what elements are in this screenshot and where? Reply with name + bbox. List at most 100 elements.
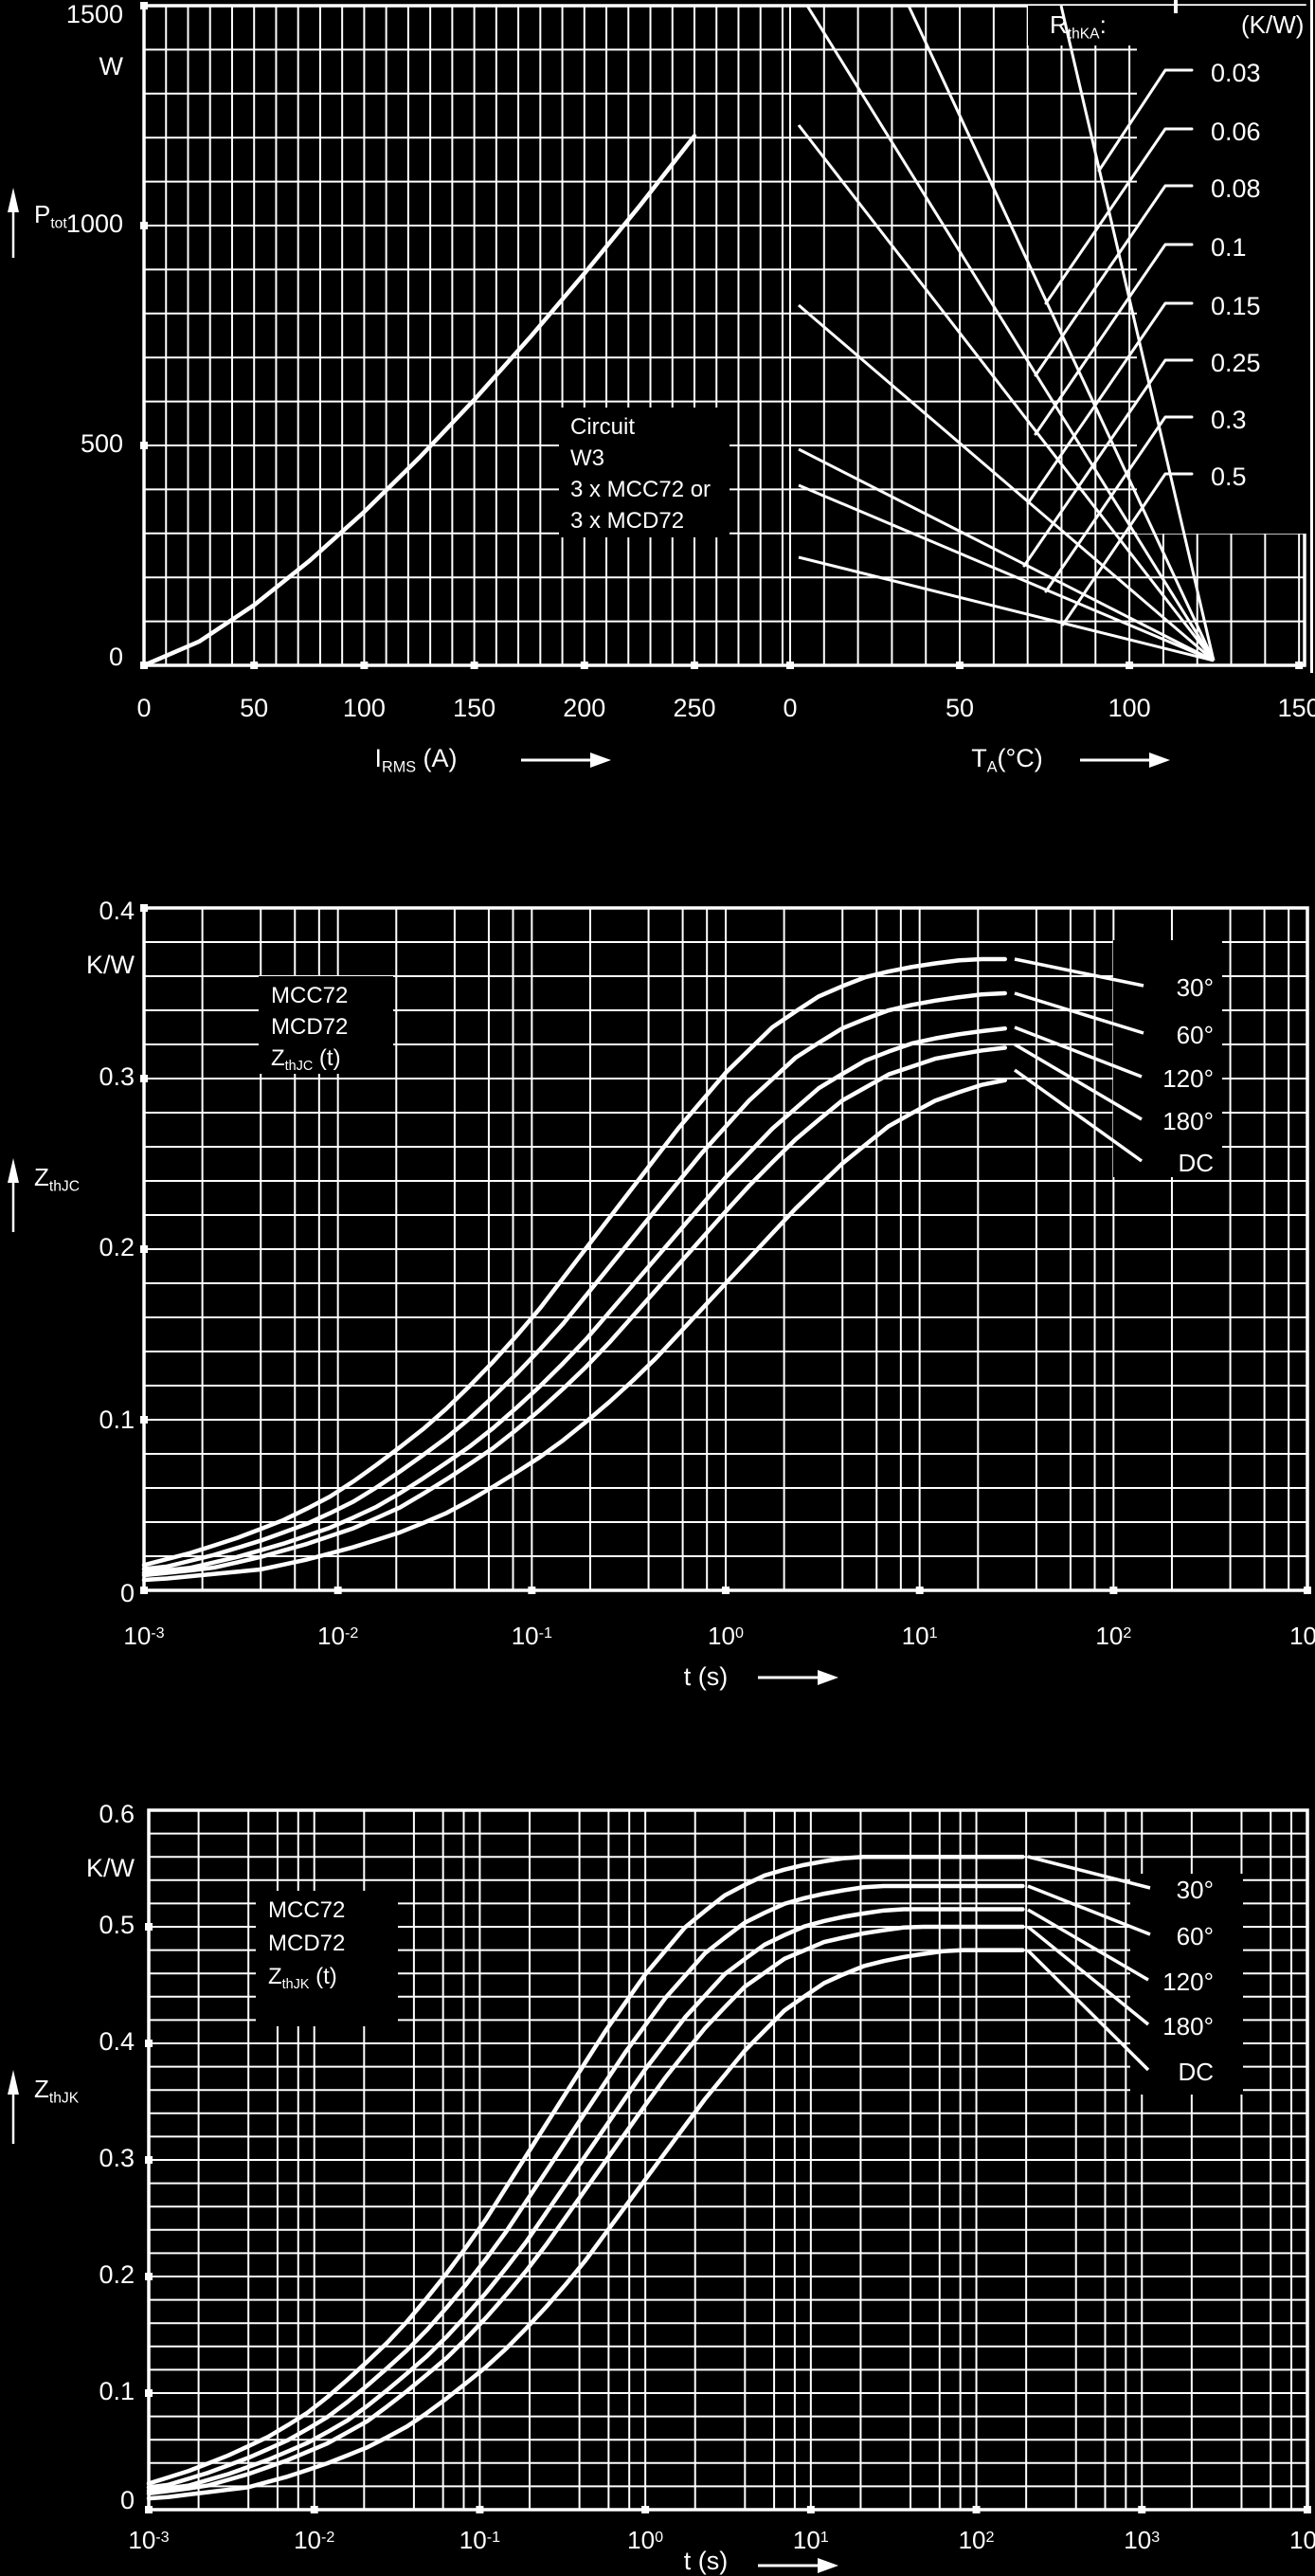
series-label: 30° (1176, 973, 1214, 1002)
series-label: 30° (1176, 1876, 1214, 1904)
x-tick-label: 100 (708, 1622, 744, 1650)
x-tick-label: 10-1 (459, 2526, 501, 2554)
x-tick-label: 102 (1095, 1622, 1132, 1650)
x-tick-label: 10-2 (317, 1622, 359, 1650)
x-tick-label: 10-1 (511, 1622, 552, 1650)
plot-frame (142, 4, 1306, 667)
c3-legendbox-line3: ZthJK (t) (268, 1964, 337, 1993)
series-label: 60° (1176, 1922, 1214, 1950)
axis-tick-dot (1138, 2506, 1146, 2513)
legend-leader (1026, 301, 1194, 505)
x-tick-label: 0 (783, 694, 798, 722)
y-tick-label: 1500 (65, 0, 123, 28)
y-tick-label: 0 (119, 1579, 135, 1607)
x-tick-label: 104 (1289, 2526, 1315, 2554)
c2-y-quantity-sub: thJC (48, 1178, 80, 1195)
c1-y-unit: W (99, 52, 123, 81)
series-leader-DC (1013, 1068, 1144, 1163)
axis-tick-dot (580, 662, 588, 669)
axis-up-arrow-icon (8, 2070, 19, 2095)
axis-tick-dot (956, 662, 964, 669)
legend-value: 0.1 (1211, 233, 1247, 262)
legend-value: 0.06 (1211, 118, 1261, 146)
c2-legendbox-line2: MCD72 (271, 1014, 349, 1040)
y-tick-label: 0.4 (99, 2027, 135, 2056)
legend-leader (1022, 358, 1194, 568)
rthka-line-0.5 (798, 555, 1215, 662)
series-leader-DC (1026, 1949, 1150, 2072)
overlay-box (1137, 6, 1313, 534)
x-tick-label: 10-3 (123, 1622, 165, 1650)
legend-value: 0.03 (1211, 59, 1261, 87)
c1-note-line: Circuit (570, 414, 636, 440)
legend-leader (1034, 184, 1194, 377)
c1-y-quantity-sub: tot (50, 215, 67, 232)
c1-legend-title-main: R (1050, 10, 1068, 39)
axis-tick-dot (310, 2506, 318, 2513)
c3-legendbox-q-sub: thJK (281, 1977, 310, 1993)
series-curve-180° (141, 1045, 1007, 1578)
axis-tick-dot (140, 1245, 148, 1253)
c1-note-line: 3 x MCD72 (570, 508, 685, 534)
c3-legendbox-q: Z (268, 1964, 282, 1989)
y-tick-label: 0.6 (99, 1800, 135, 1828)
c2-legendbox-line3: ZthJC (t) (271, 1045, 341, 1075)
series-leader-180° (1026, 1925, 1150, 2026)
series-curve-120° (146, 1907, 1025, 2494)
axis-arrow-icon (590, 753, 611, 768)
legend-value: 0.3 (1211, 406, 1247, 434)
axis-tick-dot (140, 442, 148, 449)
series-label: 180° (1162, 1107, 1214, 1135)
c2-legendbox-q-sub: thJC (284, 1059, 314, 1075)
axis-tick-dot (140, 662, 148, 669)
y-tick-label: 0.1 (99, 1406, 135, 1434)
x-tick-label: 100 (627, 2526, 664, 2554)
series-leader-60° (1014, 991, 1144, 1035)
axis-tick-dot (915, 1587, 924, 1594)
x-tick-label: 0 (136, 694, 152, 722)
axis-tick-dot (145, 2389, 153, 2397)
axis-tick-dot (1304, 1587, 1312, 1594)
x-tick-label: 50 (240, 694, 269, 722)
c1-note-line: W3 (570, 445, 604, 471)
overlay-box (1113, 940, 1222, 1177)
c1-y-quantity: Ptot (34, 201, 67, 232)
axis-tick-dot (140, 222, 148, 229)
c1-xleft-unit: (A) (416, 744, 458, 772)
legend-leader (1061, 472, 1194, 626)
x-tick-label: 103 (1124, 2526, 1161, 2554)
series-leader-30° (1027, 1855, 1151, 1890)
c1-legend-title-colon: : (1099, 10, 1107, 39)
series-leader-30° (1014, 957, 1144, 988)
y-tick-label: 0.2 (99, 2260, 135, 2289)
c2-legendbox-line1: MCC72 (271, 983, 349, 1008)
series-curve-60° (146, 1883, 1025, 2490)
x-tick-label: 150 (1277, 694, 1315, 722)
axis-tick-dot (145, 2506, 153, 2513)
x-tick-label: 101 (901, 1622, 938, 1650)
c1-y-quantity-main: P (34, 200, 51, 228)
axis-tick-dot (140, 1587, 148, 1594)
x-tick-label: 103 (1289, 1622, 1315, 1650)
axis-tick-dot (140, 1416, 148, 1424)
y-tick-label: 0.3 (99, 1062, 135, 1091)
c2-y-quantity: ZthJC (34, 1164, 80, 1195)
rthka-line-0.25 (798, 447, 1215, 662)
axis-tick-dot (333, 1587, 342, 1594)
series-label: 120° (1162, 1064, 1214, 1093)
axis-tick-dot (145, 2273, 153, 2280)
y-tick-label: 0 (119, 2486, 135, 2514)
axis-tick-dot (806, 2506, 815, 2513)
axis-arrow-icon (818, 1670, 838, 1685)
axis-up-arrow-icon (8, 188, 19, 212)
x-tick-label: 200 (563, 694, 606, 722)
axis-tick-dot (722, 1587, 730, 1594)
x-tick-label: 150 (453, 694, 496, 722)
y-tick-label: 1000 (65, 209, 123, 238)
y-tick-label: 0.4 (99, 897, 135, 925)
axis-tick-dot (972, 2506, 981, 2513)
overlay-box (1028, 6, 1312, 45)
axis-tick-dot (145, 1923, 153, 1931)
